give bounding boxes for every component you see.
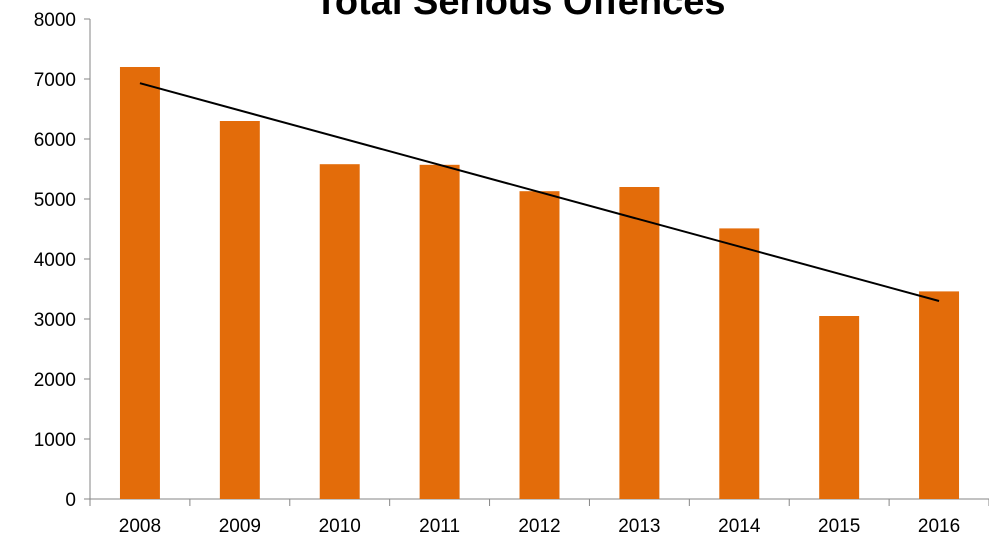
y-tick-label: 3000 [34,310,76,331]
x-tick-label: 2008 [119,516,161,537]
bar [519,191,560,499]
x-tick-label: 2009 [219,516,261,537]
y-tick-label: 1000 [34,430,76,451]
bar [719,228,760,499]
x-tick-label: 2014 [718,516,761,537]
bar [219,121,260,499]
y-tick-label: 8000 [34,10,76,31]
y-axis: 0 1000 2000 3000 4000 5000 6000 7000 8000 [34,10,91,511]
bar [819,316,860,499]
y-tick-label: 7000 [34,70,76,91]
x-tick-label: 2013 [618,516,660,537]
trendline-group [139,82,940,302]
bar [919,291,960,499]
y-tick-label: 6000 [34,130,76,151]
bar [419,164,460,500]
chart-title: Total Serious Offences [314,0,725,23]
y-tick-label: 4000 [34,250,76,271]
bar [119,67,160,499]
trendline [139,82,940,302]
x-tick-label: 2010 [319,516,361,537]
bars [119,67,960,500]
y-tick-label: 0 [65,490,76,511]
x-tick-label: 2012 [518,516,560,537]
y-tick-label: 5000 [34,190,76,211]
bar [319,164,360,499]
x-tick-label: 2015 [818,516,860,537]
bar [619,187,660,499]
x-axis: 2008 2009 2010 2011 2012 2013 2014 2015 2016 [89,498,989,537]
y-tick-label: 2000 [34,370,76,391]
x-tick-label: 2016 [918,516,960,537]
x-tick-label: 2011 [419,516,460,537]
